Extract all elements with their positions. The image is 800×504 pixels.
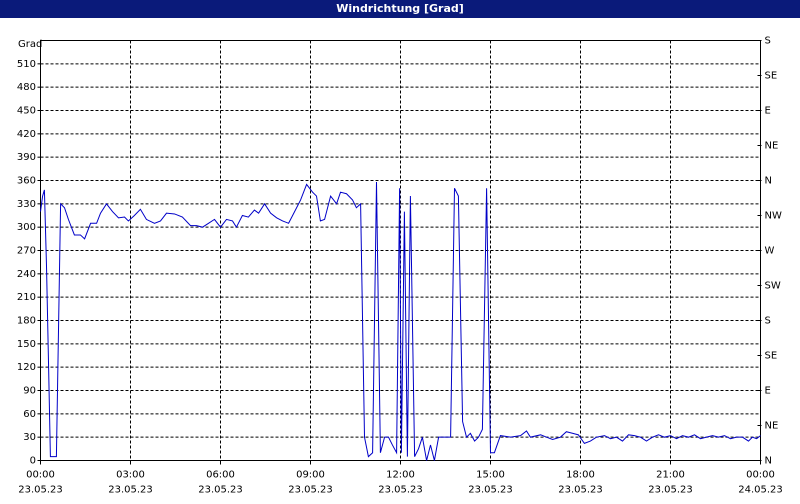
y-tick-label: 0 [30, 456, 36, 467]
x-tick-date: 23.05.23 [378, 485, 423, 496]
x-tick-date: 23.05.23 [558, 485, 603, 496]
data-line [40, 182, 761, 461]
y2-tick-label: NE [765, 421, 779, 432]
y-tick-label: 420 [17, 129, 36, 140]
y2-tick-label: W [765, 246, 775, 257]
y-tick-label: 150 [17, 339, 36, 350]
y-tick-label: 210 [17, 292, 36, 303]
x-tick-date: 23.05.23 [18, 485, 63, 496]
x-tick-label: 03:00 [116, 470, 145, 481]
y-tick-label: 120 [17, 362, 36, 373]
y2-tick-label: S [765, 36, 771, 47]
y-tick-label: 60 [23, 409, 36, 420]
x-tick-label: 06:00 [206, 470, 235, 481]
y-tick-label: 450 [17, 106, 36, 117]
x-tick-label: 09:00 [296, 470, 325, 481]
x-tick-label: 15:00 [476, 470, 505, 481]
x-tick-label: 00:00 [746, 470, 775, 481]
y-tick-label: 390 [17, 152, 36, 163]
y-tick-label: 240 [17, 269, 36, 280]
y2-tick-label: N [765, 176, 772, 187]
x-tick-label: 18:00 [566, 470, 595, 481]
y2-tick-label: SE [765, 71, 778, 82]
y2-tick-label: SW [765, 281, 781, 292]
y-tick-label: 360 [17, 176, 36, 187]
y2-tick-label: NW [765, 211, 782, 222]
y-tick-label: 510 [17, 59, 36, 70]
y2-tick-label: E [765, 106, 771, 117]
y2-tick-label: N [765, 456, 772, 467]
y-axis-label: Grad [18, 39, 42, 50]
x-tick-label: 00:00 [26, 470, 55, 481]
y-tick-label: 30 [23, 432, 36, 443]
title-bar [0, 0, 800, 18]
x-tick-date: 23.05.23 [648, 485, 693, 496]
y2-tick-label: S [765, 316, 771, 327]
x-tick-label: 12:00 [386, 470, 415, 481]
y-tick-label: 480 [17, 82, 36, 93]
x-tick-date: 24.05.23 [738, 485, 783, 496]
x-tick-label: 21:00 [656, 470, 685, 481]
y-tick-label: 270 [17, 246, 36, 257]
x-tick-date: 23.05.23 [108, 485, 153, 496]
y-tick-label: 180 [17, 316, 36, 327]
x-tick-date: 23.05.23 [288, 485, 333, 496]
x-tick-date: 23.05.23 [198, 485, 243, 496]
chart-title: Windrichtung [Grad] [336, 2, 464, 15]
y2-tick-label: E [765, 386, 771, 397]
y-tick-label: 300 [17, 222, 36, 233]
y2-tick-label: NE [765, 141, 779, 152]
y-tick-label: 330 [17, 199, 36, 210]
y-tick-label: 90 [23, 386, 36, 397]
x-tick-date: 23.05.23 [468, 485, 513, 496]
y2-tick-label: SE [765, 351, 778, 362]
